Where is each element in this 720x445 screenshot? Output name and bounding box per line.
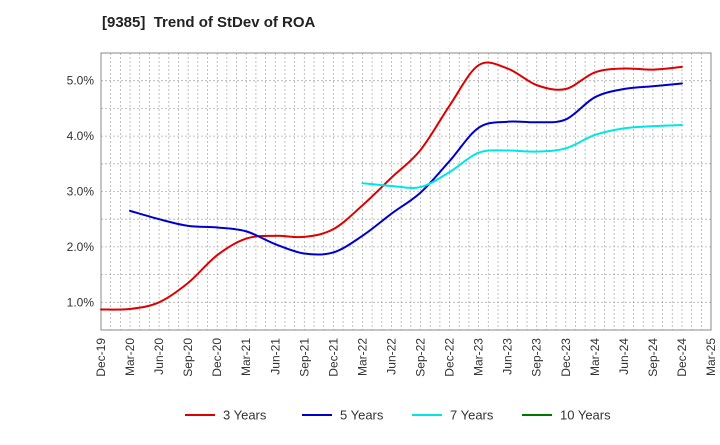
x-tick-label: Mar-22: [355, 338, 369, 376]
y-tick-label: 5.0%: [67, 74, 95, 88]
chart-title: [9385] Trend of StDev of ROA: [102, 14, 316, 31]
legend-label: 10 Years: [560, 408, 611, 423]
y-tick-label: 3.0%: [67, 185, 95, 199]
x-tick-label: Mar-21: [239, 338, 253, 376]
legend-label: 5 Years: [340, 408, 384, 423]
x-tick-label: Sep-24: [646, 338, 660, 377]
y-tick-label: 2.0%: [67, 240, 95, 254]
x-tick-label: Jun-24: [617, 338, 631, 375]
series-line-5-years: [129, 82, 683, 256]
x-tick-label: Jun-22: [384, 338, 398, 375]
series-line-7-years: [361, 124, 683, 189]
x-tick-label: Jun-21: [268, 338, 282, 375]
y-tick-label: 1.0%: [67, 295, 95, 309]
x-tick-label: Dec-22: [443, 338, 457, 377]
series-line-3-years: [100, 61, 683, 311]
x-tick-label: Sep-20: [181, 338, 195, 377]
x-tick-label: Dec-21: [326, 338, 340, 377]
x-tick-label: Mar-25: [704, 338, 718, 376]
x-tick-label: Mar-20: [123, 338, 137, 376]
x-tick-label: Dec-24: [675, 338, 689, 377]
plot-frame: [100, 52, 712, 331]
x-tick-label: Mar-23: [472, 338, 486, 376]
x-tick-label: Sep-22: [414, 338, 428, 377]
x-tick-label: Sep-23: [530, 338, 544, 377]
y-tick-label: 4.0%: [67, 129, 95, 143]
legend-label: 7 Years: [450, 408, 494, 423]
x-tick-label: Dec-20: [210, 338, 224, 377]
x-tick-label: Jun-20: [152, 338, 166, 375]
x-tick-label: Mar-24: [588, 338, 602, 376]
x-tick-label: Sep-21: [297, 338, 311, 377]
legend-label: 3 Years: [223, 408, 267, 423]
x-tick-label: Dec-23: [559, 338, 573, 377]
x-tick-label: Dec-19: [94, 338, 108, 377]
x-tick-label: Jun-23: [501, 338, 515, 375]
